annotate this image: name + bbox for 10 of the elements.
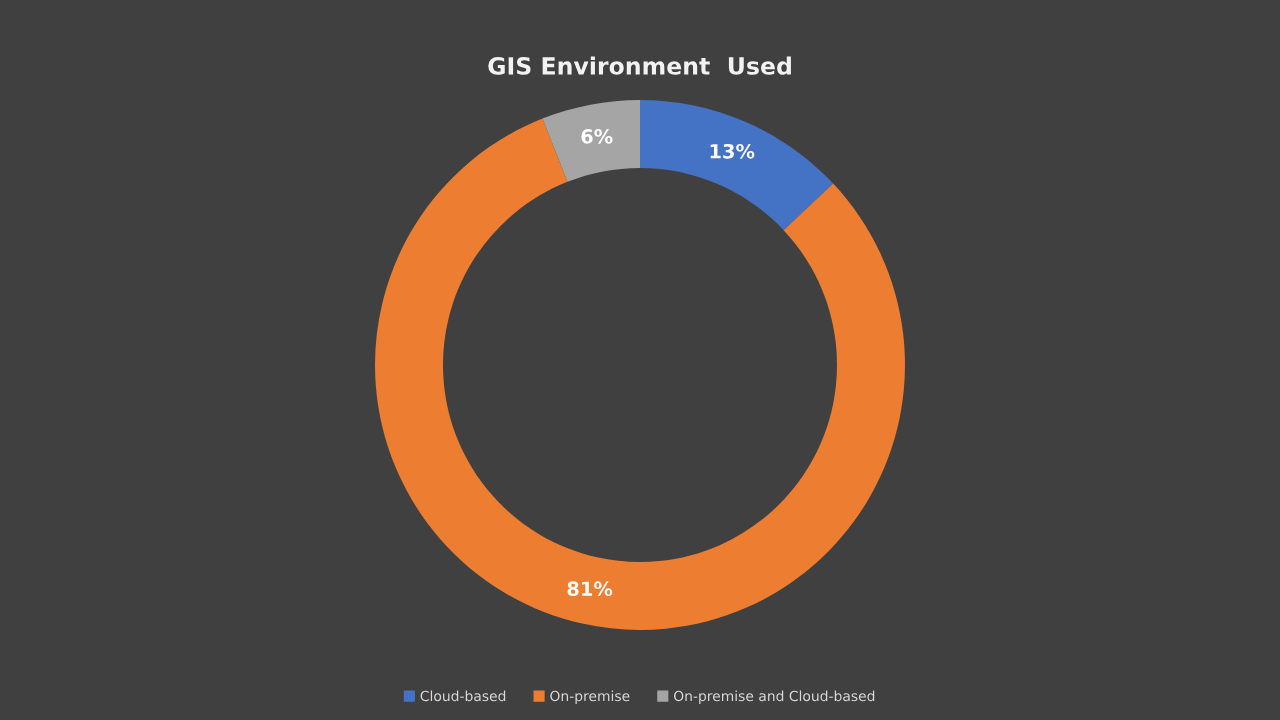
donut-slice (640, 100, 834, 231)
legend-label: On-premise and Cloud-based (673, 690, 875, 704)
chart-title: GIS Environment Used (488, 56, 791, 75)
data-label: 13% (710, 143, 755, 159)
donut-slice (542, 100, 640, 182)
data-label: 81% (567, 581, 613, 597)
legend-label: On-premise (550, 690, 630, 704)
data-label: 6% (581, 129, 613, 144)
legend-label: Cloud-based (420, 690, 506, 702)
donut-slice (375, 118, 905, 630)
